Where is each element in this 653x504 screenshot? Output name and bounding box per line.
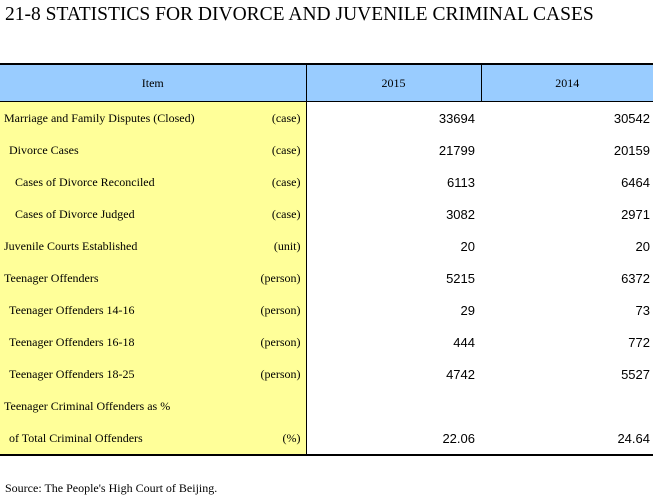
value-2015: 29 — [460, 302, 475, 318]
table-row: Divorce Cases (case) 21799 20159 — [0, 134, 653, 166]
row-item-cell: Marriage and Family Disputes (Closed) (ca… — [0, 101, 307, 134]
value-2014: 20 — [635, 238, 650, 254]
row-item: Teenager Offenders 18-25 (person) — [0, 367, 306, 382]
row-unit: (person) — [260, 270, 301, 285]
value-2014 — [481, 390, 653, 422]
value-2015: 20 — [460, 238, 475, 254]
row-item: Cases of Divorce Judged (case) — [0, 207, 306, 222]
row-item: Teenager Offenders 16-18 (person) — [0, 335, 306, 350]
row-item-cell: Cases of Divorce Reconciled (case) — [0, 166, 307, 198]
value-2015: 3082 — [446, 206, 475, 222]
table-row: Cases of Divorce Reconciled (case) 6113 646… — [0, 166, 653, 198]
value-2014: 6464 — [621, 174, 650, 190]
page-title: 21-8 STATISTICS FOR DIVORCE AND JUVENILE… — [5, 4, 594, 25]
row-item-cell: Juvenile Courts Established (unit) — [0, 230, 307, 262]
value-2014: 772 — [628, 334, 650, 350]
value-2014: 20159 — [613, 142, 650, 158]
row-item: Cases of Divorce Reconciled (case) — [0, 175, 306, 190]
row-item: of Total Criminal Offenders (%) — [0, 431, 306, 446]
row-item-cell: Teenager Offenders 14-16 (person) — [0, 294, 307, 326]
value-2015: 5215 — [446, 270, 475, 286]
row-label: Teenager Offenders 18-25 — [9, 366, 135, 381]
table-row: of Total Criminal Offenders (%) 22.06 24.64 — [0, 422, 653, 456]
statistics-table-container: Item 2015 2014 Marriage and Family Dispu… — [0, 63, 653, 456]
row-label: Teenager Criminal Offenders as % — [4, 398, 171, 413]
value-2014: 5527 — [621, 366, 650, 382]
row-label: Cases of Divorce Reconciled — [15, 174, 155, 189]
value-2014: 24.64 — [481, 422, 653, 456]
row-label: Divorce Cases — [9, 142, 79, 157]
row-unit: (case) — [271, 174, 301, 189]
row-unit: (case) — [271, 206, 301, 221]
table-row: Teenager Offenders 16-18 (person) 444 772 — [0, 326, 653, 358]
value-2015 — [306, 390, 481, 422]
row-label: Teenager Offenders 14-16 — [9, 302, 135, 317]
row-unit: (case) — [271, 110, 301, 125]
table-row: Cases of Divorce Judged (case) 3082 2971 — [0, 198, 653, 230]
table-row: Juvenile Courts Established (unit) 20 20 — [0, 230, 653, 262]
row-item-cell: Teenager Criminal Offenders as % — [0, 390, 307, 422]
row-unit: (person) — [260, 334, 301, 349]
row-item: Teenager Offenders (person) — [0, 271, 306, 286]
value-2015: 444 — [453, 334, 475, 350]
row-unit: (%) — [282, 430, 301, 445]
table-row: Teenager Offenders 14-16 (person) 29 73 — [0, 294, 653, 326]
row-item-cell: of Total Criminal Offenders (%) — [0, 422, 307, 456]
row-unit: (unit) — [273, 238, 301, 253]
value-2015: 6113 — [447, 174, 475, 190]
table-row: Teenager Offenders (person) 5215 6372 — [0, 262, 653, 294]
table-header-row: Item 2015 2014 — [0, 63, 653, 102]
value-2014: 73 — [635, 302, 650, 318]
row-item-cell: Teenager Offenders 16-18 (person) — [0, 326, 307, 358]
value-2014: 2971 — [621, 206, 650, 222]
row-item-cell: Cases of Divorce Judged (case) — [0, 198, 307, 230]
row-item: Teenager Criminal Offenders as % — [0, 399, 306, 414]
row-unit: (case) — [271, 142, 301, 157]
value-2014: 6372 — [621, 270, 650, 286]
column-header-2014: 2014 — [480, 63, 653, 102]
value-2015: 22.06 — [306, 422, 481, 456]
value-2015: 33694 — [438, 110, 475, 126]
table-body: Marriage and Family Disputes (Closed) (ca… — [0, 101, 653, 456]
row-label: Juvenile Courts Established — [4, 238, 138, 253]
row-item-cell: Teenager Offenders 18-25 (person) — [0, 358, 307, 390]
row-label: Marriage and Family Disputes (Closed) — [4, 110, 195, 125]
row-unit: (person) — [260, 366, 301, 381]
column-header-2015: 2015 — [305, 63, 481, 102]
statistics-table: Item 2015 2014 Marriage and Family Dispu… — [0, 63, 653, 456]
value-2015: 4742 — [446, 366, 475, 382]
row-item-cell: Divorce Cases (case) — [0, 134, 307, 166]
table-row: Teenager Offenders 18-25 (person) 4742 5527 — [0, 358, 653, 390]
row-item: Juvenile Courts Established (unit) — [0, 239, 306, 254]
row-item: Divorce Cases (case) — [0, 143, 306, 158]
column-header-item: Item — [0, 63, 306, 102]
row-label: Teenager Offenders 16-18 — [9, 334, 135, 349]
table-row: Marriage and Family Disputes (Closed) (ca… — [0, 101, 653, 134]
row-item: Teenager Offenders 14-16 (person) — [0, 303, 306, 318]
row-label: Cases of Divorce Judged — [15, 206, 135, 221]
row-label: Teenager Offenders — [4, 270, 99, 285]
row-item: Marriage and Family Disputes (Closed) (ca… — [0, 111, 306, 126]
row-unit: (person) — [260, 302, 301, 317]
table-row: Teenager Criminal Offenders as % — [0, 390, 653, 422]
row-label: of Total Criminal Offenders — [9, 430, 143, 445]
value-2014: 30542 — [613, 110, 650, 126]
value-2015: 21799 — [438, 142, 475, 158]
row-item-cell: Teenager Offenders (person) — [0, 262, 307, 294]
source-note: Source: The People's High Court of Beiji… — [5, 481, 218, 495]
